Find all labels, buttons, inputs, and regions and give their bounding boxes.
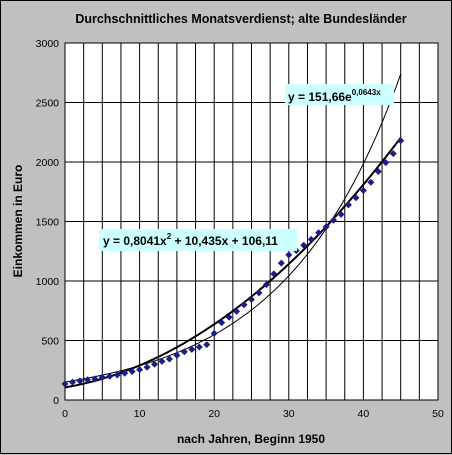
data-point bbox=[307, 235, 315, 243]
y-tick-label: 2500 bbox=[36, 98, 60, 110]
data-point bbox=[143, 363, 151, 371]
data-point bbox=[128, 367, 136, 375]
exp-equation-box bbox=[285, 84, 394, 105]
data-point bbox=[359, 187, 367, 195]
data-point bbox=[76, 377, 84, 385]
x-tick-label: 0 bbox=[62, 408, 68, 420]
data-point bbox=[180, 348, 188, 356]
poly-equation-suffix: + 10,435x + 106,11 bbox=[171, 234, 278, 248]
data-point bbox=[233, 307, 241, 315]
x-tick-label: 20 bbox=[208, 408, 220, 420]
exp-equation-prefix: y = 151,66e bbox=[288, 90, 352, 104]
data-point bbox=[121, 369, 129, 377]
x-tick-label: 10 bbox=[134, 408, 146, 420]
data-point bbox=[158, 357, 166, 365]
data-point bbox=[98, 373, 106, 381]
data-point bbox=[344, 201, 352, 209]
data-point bbox=[255, 289, 263, 297]
data-point bbox=[352, 194, 360, 202]
data-point bbox=[113, 371, 121, 379]
data-point bbox=[240, 301, 248, 309]
data-point bbox=[225, 313, 233, 321]
data-point bbox=[300, 241, 308, 249]
chart-title: Durchschnittliches Monatsverdienst; alte… bbox=[75, 12, 406, 26]
polynomial-trendline bbox=[64, 137, 402, 389]
data-point bbox=[277, 259, 285, 267]
data-point bbox=[315, 229, 323, 237]
y-tick-label: 3000 bbox=[36, 38, 60, 50]
exponential-trendline bbox=[64, 73, 402, 383]
data-point bbox=[61, 380, 69, 388]
data-point bbox=[397, 137, 405, 145]
data-point bbox=[367, 178, 375, 186]
y-axis-label: Einkommen in Euro bbox=[11, 165, 25, 278]
y-tick-label: 2000 bbox=[36, 157, 60, 169]
y-tick-label: 0 bbox=[53, 395, 59, 407]
exp-equation-annotation: y = 151,66e0,0643x bbox=[285, 84, 394, 105]
data-point bbox=[389, 150, 397, 158]
exp-equation-label: y = 151,66e0,0643x bbox=[288, 88, 381, 104]
data-point bbox=[248, 295, 255, 303]
data-point bbox=[83, 376, 91, 384]
data-point bbox=[195, 343, 203, 351]
data-point bbox=[165, 355, 173, 363]
data-point bbox=[106, 372, 114, 380]
data-point bbox=[330, 216, 338, 224]
x-tick-label: 50 bbox=[432, 408, 444, 420]
y-tick-label: 1500 bbox=[36, 217, 60, 229]
data-point bbox=[151, 360, 159, 368]
data-point bbox=[382, 159, 390, 167]
data-points bbox=[61, 137, 405, 388]
poly-equation-label: y = 0,8041x2 + 10,435x + 106,11 bbox=[103, 232, 278, 248]
data-point bbox=[337, 210, 345, 218]
data-point bbox=[136, 366, 144, 374]
data-point bbox=[270, 270, 278, 278]
data-point bbox=[188, 345, 196, 353]
poly-equation-annotation: y = 0,8041x2 + 10,435x + 106,11 bbox=[99, 229, 297, 251]
data-point bbox=[210, 329, 218, 337]
data-point bbox=[285, 251, 293, 259]
poly-equation-prefix: y = 0,8041x bbox=[103, 234, 167, 248]
exp-equation-exponent: 0,0643x bbox=[352, 88, 381, 97]
data-point bbox=[262, 281, 270, 289]
y-tick-label: 1000 bbox=[36, 276, 60, 288]
x-tick-label: 30 bbox=[283, 408, 295, 420]
x-axis-label: nach Jahren, Beginn 1950 bbox=[177, 432, 325, 446]
poly-equation-exponent: 2 bbox=[167, 232, 172, 241]
trendlines bbox=[64, 73, 402, 389]
y-tick-label: 500 bbox=[41, 336, 59, 348]
data-point bbox=[68, 378, 76, 386]
poly-equation-box bbox=[99, 229, 297, 251]
x-tick-label: 40 bbox=[358, 408, 370, 420]
data-point bbox=[91, 375, 99, 383]
data-point bbox=[322, 223, 330, 231]
data-point bbox=[374, 168, 382, 176]
data-point bbox=[203, 341, 211, 349]
data-point bbox=[218, 319, 226, 327]
data-point bbox=[173, 351, 181, 359]
